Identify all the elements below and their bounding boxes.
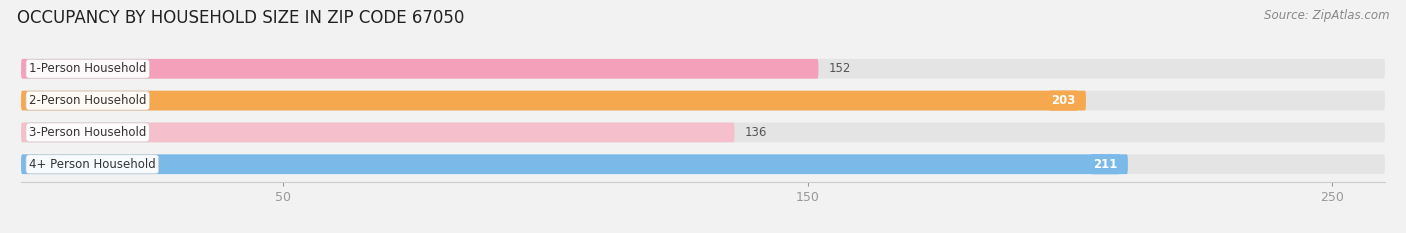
FancyBboxPatch shape — [21, 91, 1085, 110]
FancyBboxPatch shape — [21, 154, 1128, 174]
Text: 203: 203 — [1052, 94, 1076, 107]
FancyBboxPatch shape — [21, 123, 734, 142]
Text: 152: 152 — [830, 62, 851, 75]
Text: OCCUPANCY BY HOUSEHOLD SIZE IN ZIP CODE 67050: OCCUPANCY BY HOUSEHOLD SIZE IN ZIP CODE … — [17, 9, 464, 27]
Text: 4+ Person Household: 4+ Person Household — [30, 158, 156, 171]
FancyBboxPatch shape — [21, 91, 1385, 110]
Text: 211: 211 — [1092, 158, 1118, 171]
Text: Source: ZipAtlas.com: Source: ZipAtlas.com — [1264, 9, 1389, 22]
FancyBboxPatch shape — [21, 59, 818, 79]
FancyBboxPatch shape — [21, 123, 1385, 142]
FancyBboxPatch shape — [21, 59, 1385, 79]
FancyBboxPatch shape — [21, 154, 1385, 174]
Text: 2-Person Household: 2-Person Household — [30, 94, 146, 107]
Text: 1-Person Household: 1-Person Household — [30, 62, 146, 75]
Text: 136: 136 — [745, 126, 768, 139]
Text: 3-Person Household: 3-Person Household — [30, 126, 146, 139]
